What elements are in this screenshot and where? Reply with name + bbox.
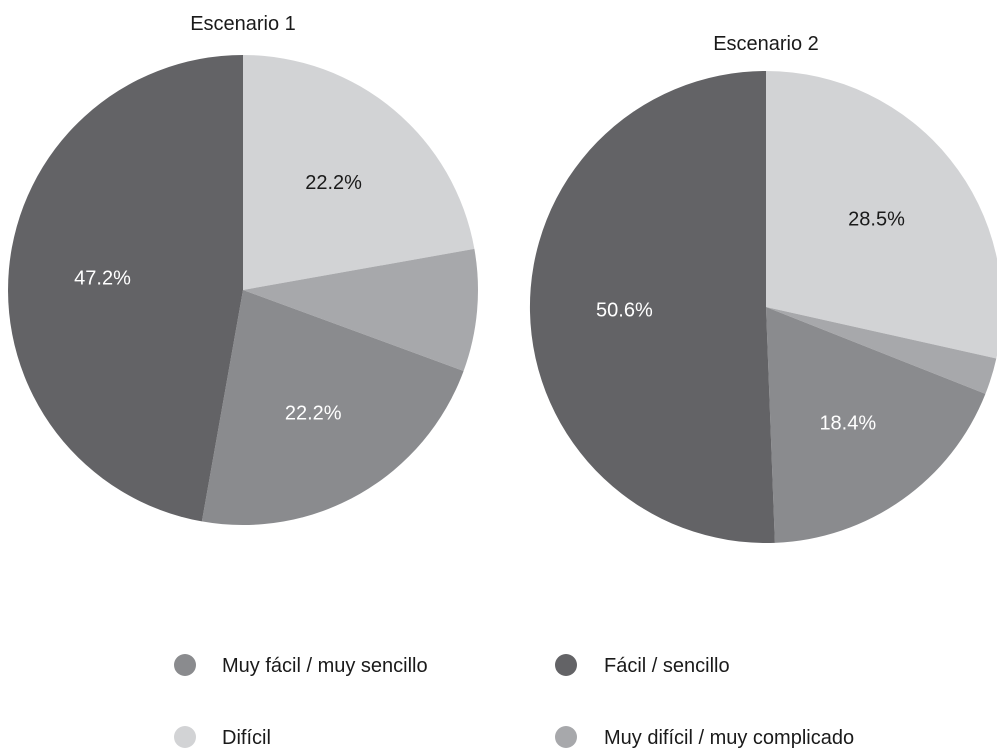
legend-swatch-dificil	[174, 726, 196, 748]
legend-label-muy-dificil: Muy difícil / muy complicado	[604, 727, 854, 749]
pie-slice-dificil	[243, 55, 475, 290]
legend: Muy fácil / muy sencillo Fácil / sencill…	[174, 654, 854, 749]
legend-swatch-facil	[555, 654, 577, 676]
legend-swatch-muy-facil	[174, 654, 196, 676]
slice-value-label: 18.4%	[819, 413, 876, 435]
slice-value-label: 22.2%	[285, 402, 342, 424]
pie-slice-muy-facil	[766, 307, 986, 543]
legend-label-muy-facil: Muy fácil / muy sencillo	[222, 655, 428, 677]
legend-swatch-muy-dificil	[555, 726, 577, 748]
pie-chart-escenario-1: Escenario 1 22.2% 22.2% 47.2%	[8, 13, 478, 525]
legend-label-facil: Fácil / sencillo	[604, 655, 730, 677]
pie-slice-muy-facil	[201, 290, 464, 525]
pie-slice-dificil	[766, 71, 997, 359]
legend-label-dificil: Difícil	[222, 727, 271, 749]
slice-value-label: 50.6%	[596, 300, 653, 322]
slice-value-label: 22.2%	[305, 172, 362, 194]
legend-item-muy-dificil: Muy difícil / muy complicado	[555, 726, 854, 749]
pie-slice-facil	[8, 55, 243, 522]
chart-title-escenario-1: Escenario 1	[190, 13, 296, 35]
legend-item-dificil: Difícil	[174, 726, 271, 749]
pie-slice-muy-dificil	[243, 248, 478, 371]
pie-slice-facil	[529, 71, 775, 543]
legend-item-muy-facil: Muy fácil / muy sencillo	[174, 654, 428, 677]
pie-chart-escenario-2: Escenario 2 28.5% 18.4% 50.6%	[529, 33, 997, 543]
slice-value-label: 28.5%	[848, 209, 905, 231]
chart-title-escenario-2: Escenario 2	[713, 33, 819, 55]
pie-slice-muy-dificil	[766, 307, 997, 394]
legend-item-facil: Fácil / sencillo	[555, 654, 730, 677]
slice-value-label: 47.2%	[74, 268, 131, 290]
